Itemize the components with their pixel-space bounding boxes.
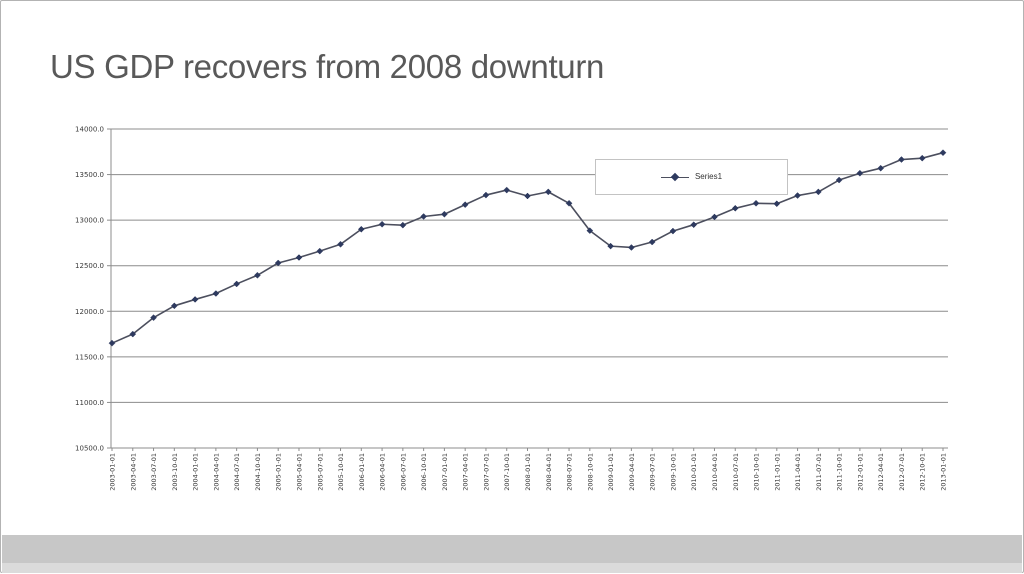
svg-text:2007-04-01: 2007-04-01 xyxy=(462,453,470,491)
svg-text:2010-04-01: 2010-04-01 xyxy=(711,453,719,491)
svg-text:2009-07-01: 2009-07-01 xyxy=(649,453,657,491)
svg-text:2007-07-01: 2007-07-01 xyxy=(482,453,490,491)
svg-text:2010-01-01: 2010-01-01 xyxy=(690,453,698,491)
footer-gray-bar xyxy=(2,535,1022,563)
svg-text:2005-04-01: 2005-04-01 xyxy=(295,453,303,491)
svg-text:2012-07-01: 2012-07-01 xyxy=(898,453,906,491)
svg-text:10500.0: 10500.0 xyxy=(75,445,104,453)
svg-text:2009-10-01: 2009-10-01 xyxy=(669,453,677,491)
svg-text:2011-01-01: 2011-01-01 xyxy=(773,453,781,491)
svg-text:2006-07-01: 2006-07-01 xyxy=(399,453,407,491)
chart-legend: Series1 xyxy=(595,159,788,195)
svg-text:2005-07-01: 2005-07-01 xyxy=(316,453,324,491)
svg-text:2008-07-01: 2008-07-01 xyxy=(566,453,574,491)
svg-text:2004-01-01: 2004-01-01 xyxy=(192,453,200,491)
svg-text:13500.0: 13500.0 xyxy=(75,171,104,179)
svg-text:13000.0: 13000.0 xyxy=(75,217,104,225)
svg-text:2003-04-01: 2003-04-01 xyxy=(129,453,137,491)
svg-text:2003-07-01: 2003-07-01 xyxy=(150,453,158,491)
svg-text:2011-07-01: 2011-07-01 xyxy=(815,453,823,491)
svg-text:12000.0: 12000.0 xyxy=(75,308,104,316)
svg-text:14000.0: 14000.0 xyxy=(75,126,104,134)
svg-text:2003-10-01: 2003-10-01 xyxy=(171,453,179,491)
footer-light-strip xyxy=(2,563,1022,573)
svg-text:2004-04-01: 2004-04-01 xyxy=(212,453,220,491)
svg-text:2004-07-01: 2004-07-01 xyxy=(233,453,241,491)
svg-text:2008-04-01: 2008-04-01 xyxy=(545,453,553,491)
svg-text:2004-10-01: 2004-10-01 xyxy=(254,453,262,491)
svg-text:12500.0: 12500.0 xyxy=(75,262,104,270)
svg-text:2005-10-01: 2005-10-01 xyxy=(337,453,345,491)
svg-text:2007-10-01: 2007-10-01 xyxy=(503,453,511,491)
svg-text:2012-01-01: 2012-01-01 xyxy=(856,453,864,491)
svg-text:2011-10-01: 2011-10-01 xyxy=(836,453,844,491)
svg-text:11000.0: 11000.0 xyxy=(75,399,104,407)
legend-series-label: Series1 xyxy=(694,172,723,181)
page-title: US GDP recovers from 2008 downturn xyxy=(50,48,605,85)
svg-text:11500.0: 11500.0 xyxy=(75,353,104,361)
svg-text:2006-10-01: 2006-10-01 xyxy=(420,453,428,491)
svg-text:2011-04-01: 2011-04-01 xyxy=(794,453,802,491)
svg-text:2006-04-01: 2006-04-01 xyxy=(379,453,387,491)
svg-text:2008-01-01: 2008-01-01 xyxy=(524,453,532,491)
series-line-marker-icon xyxy=(660,176,689,178)
svg-text:2012-04-01: 2012-04-01 xyxy=(877,453,885,491)
svg-text:2007-01-01: 2007-01-01 xyxy=(441,453,449,491)
svg-text:2008-10-01: 2008-10-01 xyxy=(586,453,594,491)
svg-text:2012-10-01: 2012-10-01 xyxy=(919,453,927,491)
svg-text:2010-07-01: 2010-07-01 xyxy=(732,453,740,491)
svg-text:2010-10-01: 2010-10-01 xyxy=(753,453,761,491)
svg-text:2009-04-01: 2009-04-01 xyxy=(628,453,636,491)
svg-text:2005-01-01: 2005-01-01 xyxy=(275,453,283,491)
svg-text:2006-01-01: 2006-01-01 xyxy=(358,453,366,491)
svg-text:2013-01-01: 2013-01-01 xyxy=(940,453,948,491)
svg-text:2003-01-01: 2003-01-01 xyxy=(109,453,117,491)
svg-text:2009-01-01: 2009-01-01 xyxy=(607,453,615,491)
